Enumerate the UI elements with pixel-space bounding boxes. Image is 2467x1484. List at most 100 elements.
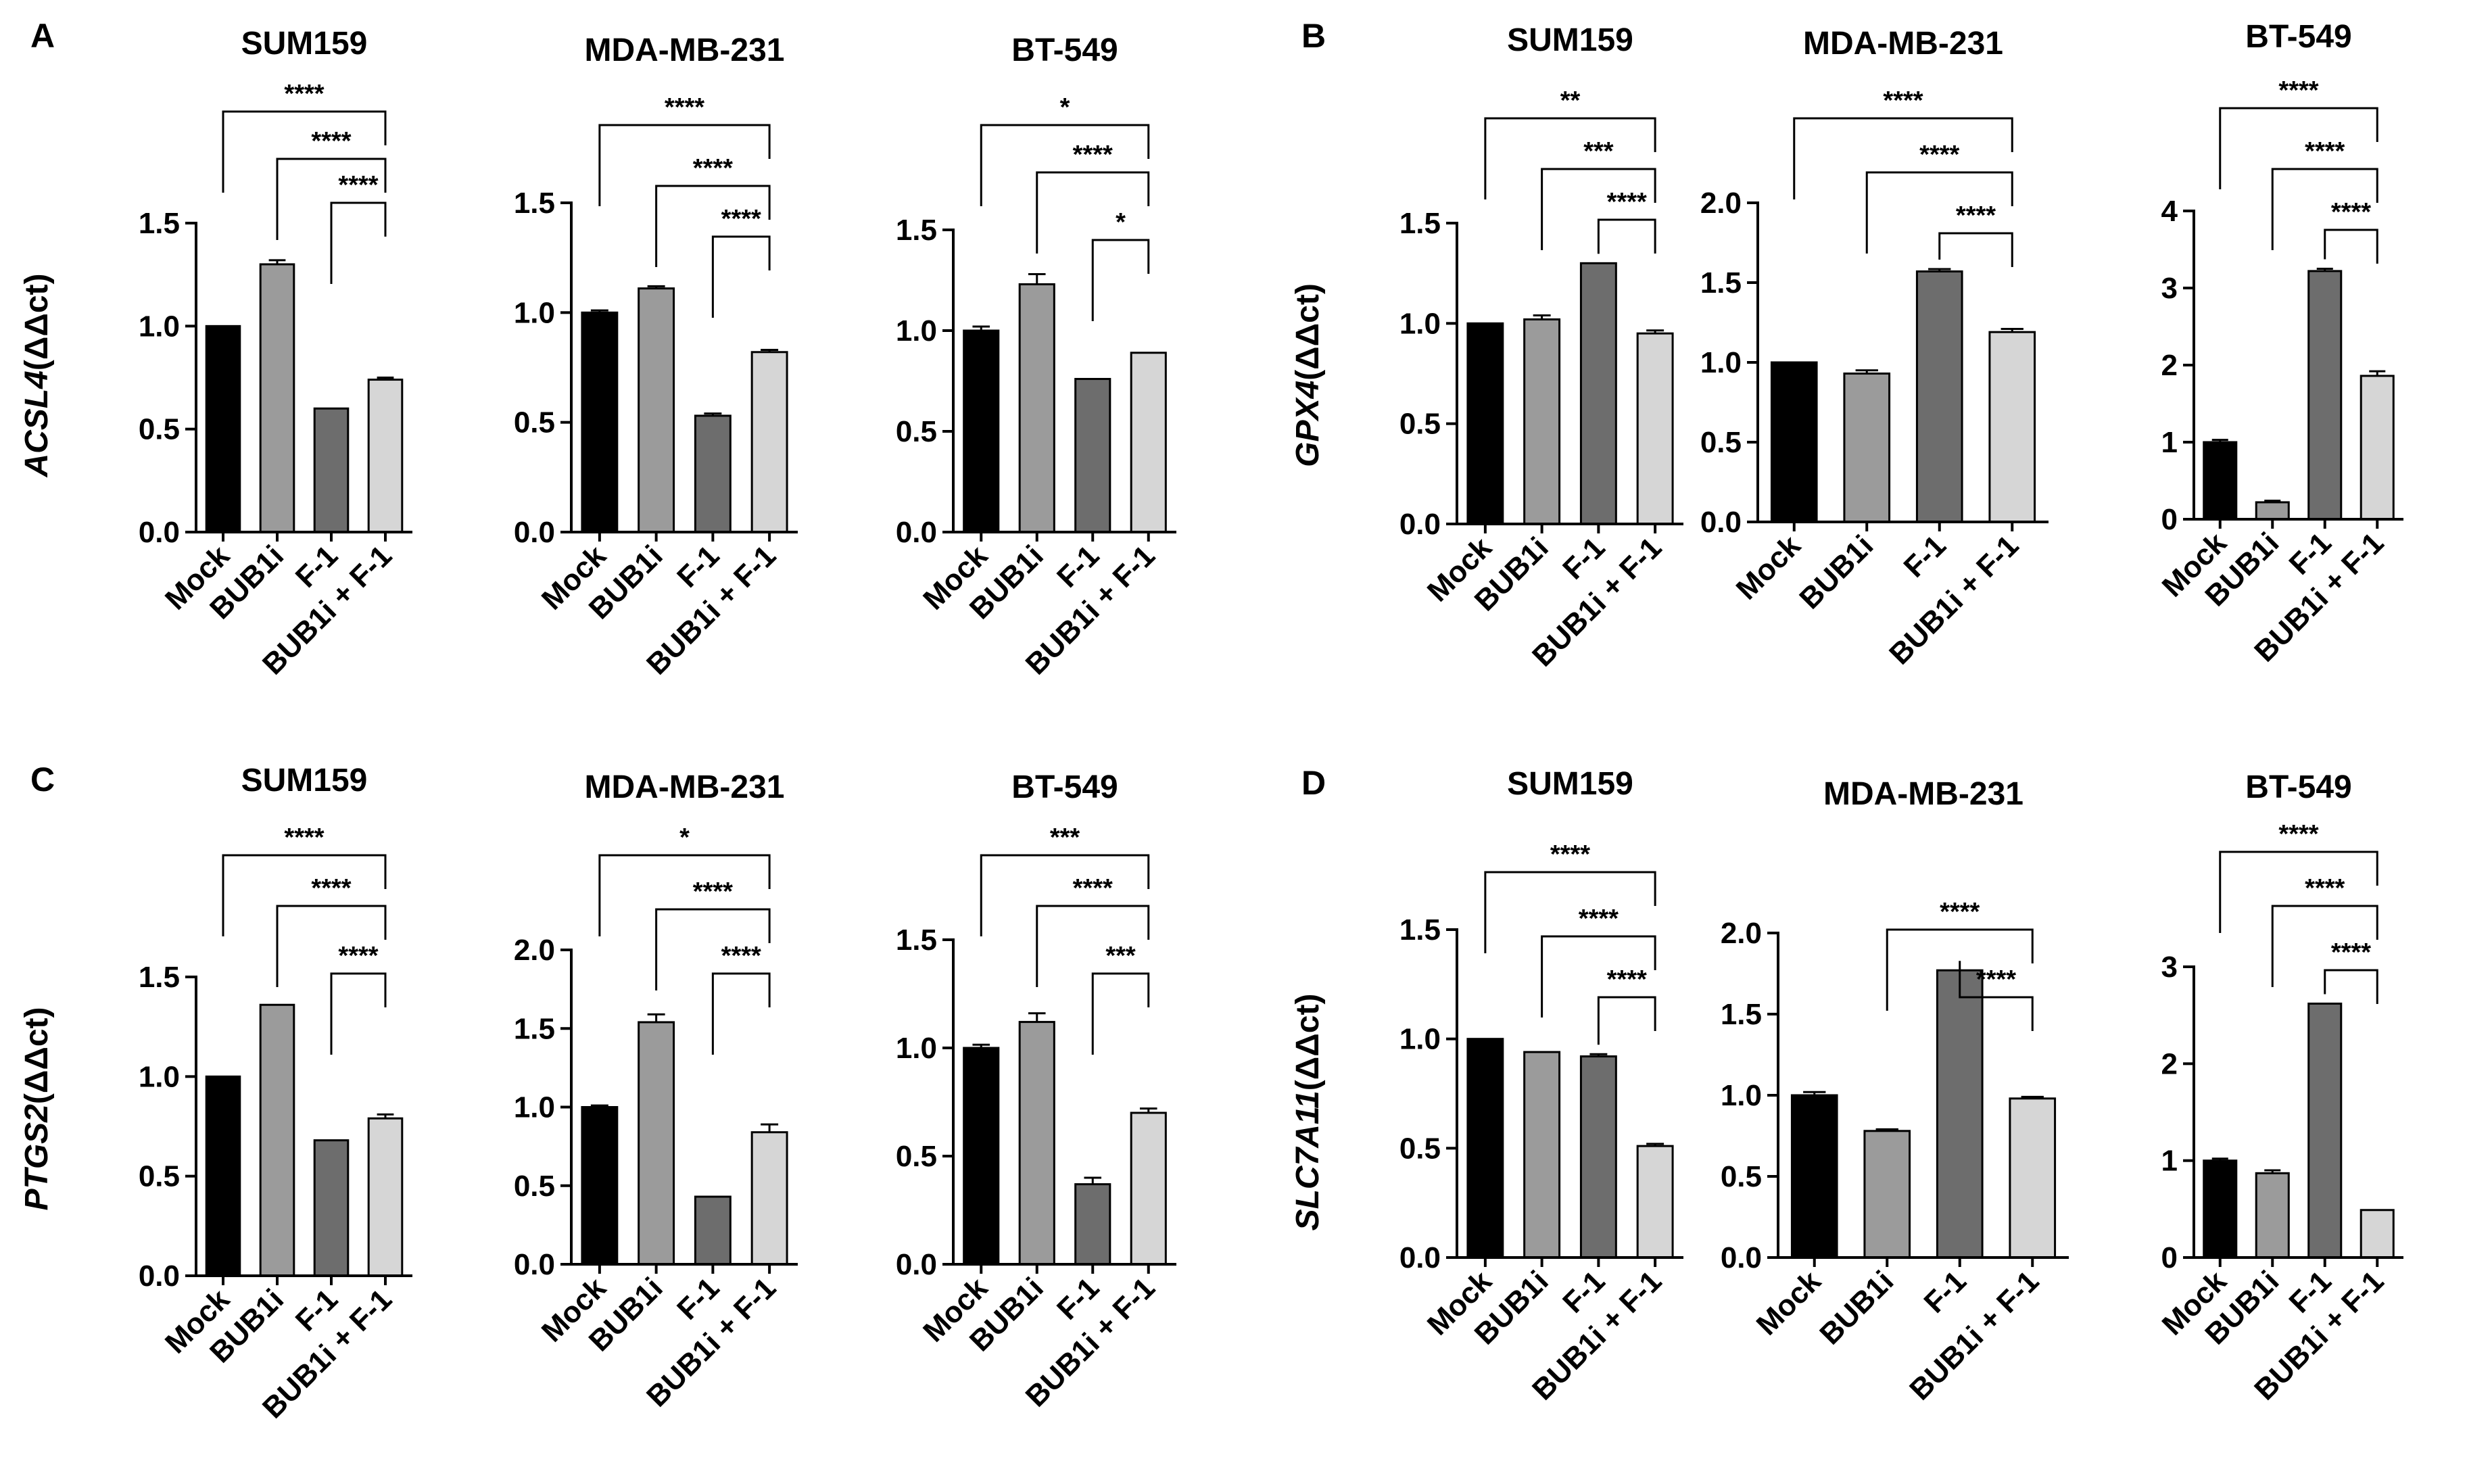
chart-b-3-significance-1: **** xyxy=(2278,76,2318,105)
chart-b-1-y-tick-label: 0.0 xyxy=(1399,508,1441,541)
chart-b-1-bar-bub1i-f-1 xyxy=(1636,332,1674,525)
chart-b-3-significance-3: **** xyxy=(2331,198,2371,226)
chart-d-2-bar-mock xyxy=(1790,1094,1838,1259)
chart-b-1-bar-f-1 xyxy=(1579,262,1617,525)
y-axis-title-slc7a11: SLC7A11(ΔΔct) xyxy=(1290,994,1326,1231)
chart-b-2-y-tick-label: 2.0 xyxy=(1700,187,1742,220)
chart-d-2-bracket-1 xyxy=(1886,928,2034,1011)
chart-d-2-y-tick-label: 1.5 xyxy=(1721,998,1762,1031)
chart-b-2-y-tick-label: 1.5 xyxy=(1700,266,1742,300)
y-axis-suffix-slc7a11: (ΔΔct) xyxy=(1290,994,1326,1091)
chart-b-2-bar-f-1 xyxy=(1915,270,1963,523)
chart-c-1-bracket-1 xyxy=(222,854,387,936)
chart-c-3-bar-bub1i xyxy=(1018,1021,1055,1266)
chart-b-1-title: SUM159 xyxy=(1507,22,1633,58)
chart-a-3-y-tick-label: 0.5 xyxy=(896,415,937,448)
chart-c-2-significance-1: * xyxy=(679,823,690,852)
chart-a-1-title: SUM159 xyxy=(241,26,368,62)
chart-a-2-bar-bub1i xyxy=(638,287,675,533)
chart-c-2-significance-2: **** xyxy=(693,878,733,906)
chart-d-1-bar-f-1 xyxy=(1579,1055,1617,1259)
chart-d-3-bar-f-1 xyxy=(2307,1002,2343,1259)
chart-d-1-bracket-2 xyxy=(1541,935,1656,1018)
chart-b-2-significance-1: **** xyxy=(1883,87,1923,115)
chart-c-3-bracket-1 xyxy=(980,854,1150,936)
chart-a-1-bracket-3 xyxy=(330,201,387,284)
chart-d-3-bar-bub1i-f-1 xyxy=(2360,1209,2395,1259)
chart-d-2-bar-bub1i-f-1 xyxy=(2009,1097,2057,1259)
chart-c-1-significance-3: **** xyxy=(338,942,378,970)
chart-b-1-bar-mock xyxy=(1466,322,1504,525)
panel-label-c: C xyxy=(30,761,55,798)
panel-label-d: D xyxy=(1301,764,1326,802)
chart-a-3-bar-bub1i xyxy=(1018,283,1055,533)
chart-d-3-bracket-2 xyxy=(2271,905,2378,987)
panel-label-a: A xyxy=(30,17,55,55)
chart-c-1-y-tick-label: 0.0 xyxy=(139,1260,180,1293)
chart-a-1-y-tick-label: 0.0 xyxy=(139,516,180,549)
chart-b-2-y-tick-label: 0.5 xyxy=(1700,426,1742,459)
chart-b-3-significance-2: **** xyxy=(2305,137,2345,166)
chart-a-2-y-tick-label: 1.0 xyxy=(514,296,555,329)
chart-d-1-y-tick-label: 0.0 xyxy=(1399,1241,1441,1274)
chart-a-3-bracket-1 xyxy=(980,124,1150,206)
chart-c-3-y-tick-label: 0.5 xyxy=(896,1140,937,1173)
chart-b-3-bracket-1 xyxy=(2219,107,2378,189)
chart-c-1-bar-f-1 xyxy=(313,1139,350,1277)
chart-d-3-significance-3: **** xyxy=(2331,938,2371,967)
chart-b-3-y-tick-label: 0 xyxy=(2161,503,2178,536)
chart-a-3-y-tick-label: 0.0 xyxy=(896,516,937,549)
panel-label-b: B xyxy=(1301,17,1326,55)
y-axis-gene-gpx4: GPX4 xyxy=(1290,381,1326,467)
chart-b-1-y-tick-label: 1.0 xyxy=(1399,307,1441,340)
chart-b-3-bracket-2 xyxy=(2271,168,2378,250)
chart-a-1-significance-1: **** xyxy=(284,80,324,108)
chart-a-1-y-tick-label: 0.5 xyxy=(139,413,180,446)
chart-a-3-bar-f-1 xyxy=(1074,378,1111,533)
chart-c-3-y-tick-label: 0.0 xyxy=(896,1248,937,1281)
y-axis-suffix-ptgs2: (ΔΔct) xyxy=(19,1007,55,1104)
chart-c-3-y-tick-label: 1.0 xyxy=(896,1032,937,1065)
chart-a-2-title: MDA-MB-231 xyxy=(584,32,784,68)
chart-a-1-bar-mock xyxy=(205,325,241,533)
chart-a-2-significance-3: **** xyxy=(721,205,761,233)
chart-c-2-significance-3: **** xyxy=(721,942,761,970)
chart-b-1-significance-3: **** xyxy=(1607,188,1647,216)
chart-d-3-bar-mock xyxy=(2203,1159,2238,1259)
chart-a-1-bar-bub1i xyxy=(259,263,295,533)
chart-d-2-title: MDA-MB-231 xyxy=(1823,776,2023,812)
chart-a-1-bar-f-1 xyxy=(313,407,350,533)
chart-d-1-significance-1: **** xyxy=(1550,840,1590,869)
y-axis-suffix-acsl4: (ΔΔct) xyxy=(19,273,55,370)
y-axis-gene-ptgs2: PTGS2 xyxy=(19,1104,55,1211)
y-axis-title-ptgs2: PTGS2(ΔΔct) xyxy=(19,1007,55,1210)
chart-a-2-bar-f-1 xyxy=(694,414,732,533)
chart-b-3-y-tick-label: 4 xyxy=(2161,195,2178,228)
chart-a-3-significance-3: * xyxy=(1116,208,1126,237)
chart-d-2-y-tick-label: 0.0 xyxy=(1721,1241,1762,1274)
y-axis-gene-acsl4: ACSL4 xyxy=(19,370,55,477)
chart-d-1-y-tick-label: 1.0 xyxy=(1399,1023,1441,1056)
chart-d-3-y-tick-label: 0 xyxy=(2161,1241,2178,1274)
chart-d-2-y-tick-label: 0.5 xyxy=(1721,1160,1762,1193)
chart-b-2-bracket-3 xyxy=(1938,232,2013,267)
chart-c-3-bracket-2 xyxy=(1036,905,1150,987)
chart-b-1-bracket-1 xyxy=(1484,117,1656,199)
chart-a-2-bar-mock xyxy=(581,311,619,533)
chart-b-1-y-tick-label: 0.5 xyxy=(1399,408,1441,441)
chart-a-2-y-tick-label: 1.5 xyxy=(514,187,555,220)
chart-a-3-bracket-2 xyxy=(1036,171,1150,254)
chart-d-1-bracket-1 xyxy=(1484,871,1656,953)
chart-a-2-bracket-2 xyxy=(655,185,771,267)
chart-c-2-y-tick-label: 0.0 xyxy=(514,1248,555,1281)
chart-d-2-significance-1: **** xyxy=(1940,898,1980,926)
chart-b-2-bracket-1 xyxy=(1793,117,2013,199)
chart-b-2-significance-2: **** xyxy=(1919,141,1959,169)
chart-d-2-y-tick-label: 1.0 xyxy=(1721,1079,1762,1112)
chart-c-2-bracket-1 xyxy=(598,854,771,936)
chart-c-1-bar-bub1i xyxy=(259,1003,295,1277)
chart-d-2-significance-2: **** xyxy=(1976,965,2016,994)
